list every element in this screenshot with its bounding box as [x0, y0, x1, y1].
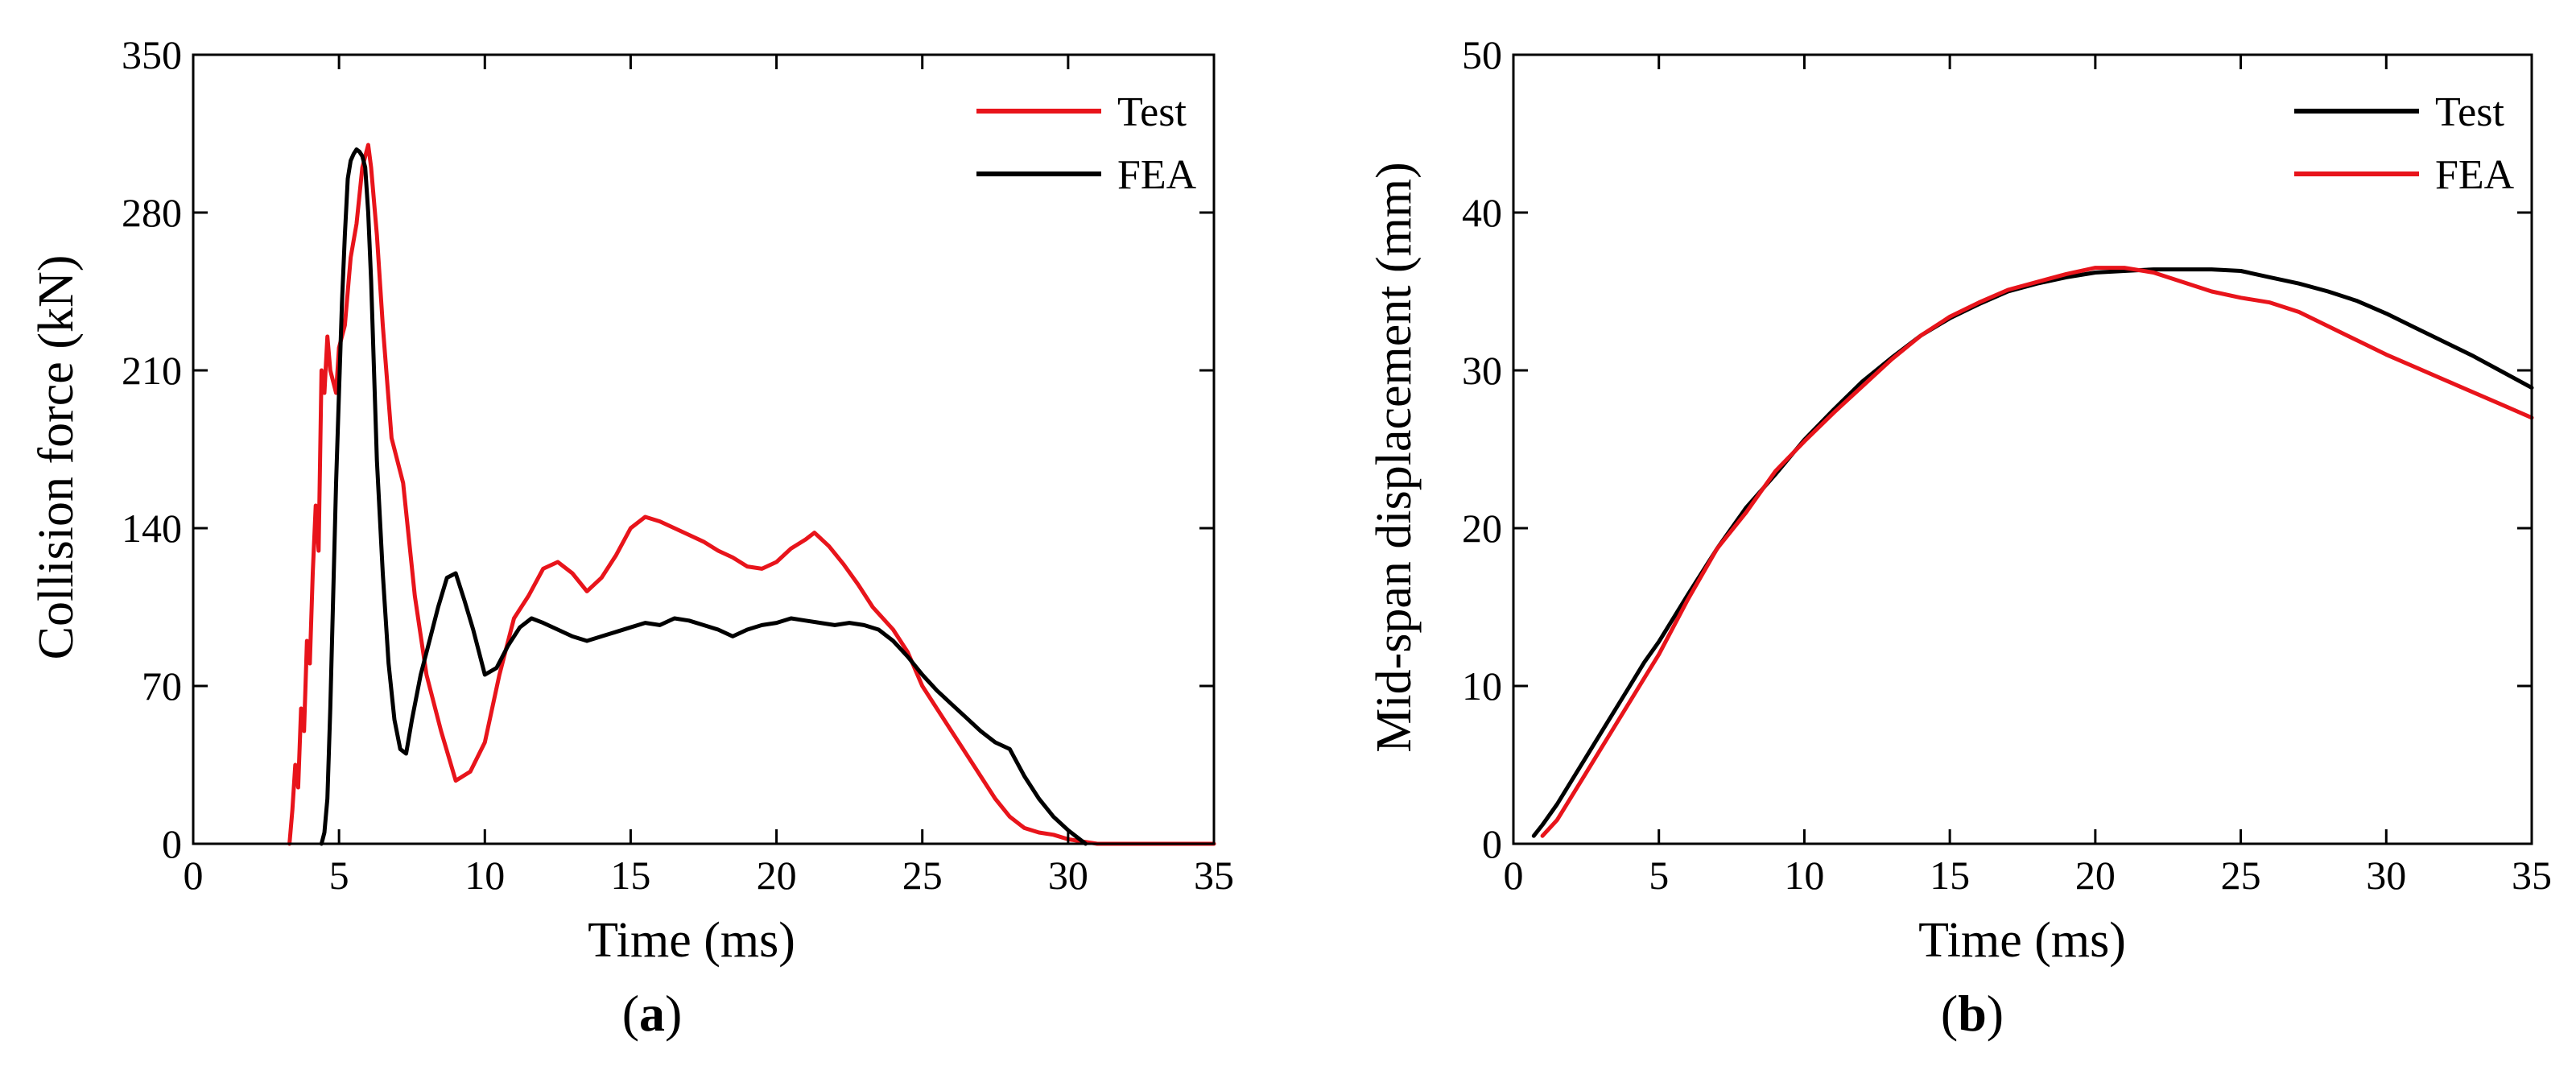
chart-b-xtick-label: 25 [2221, 853, 2261, 898]
chart-panel-b: Mid-span displacement (mm) Time (ms) (b)… [1367, 32, 2552, 1042]
chart-b-ytick-label: 20 [1462, 506, 1502, 551]
chart-a-xtick-label: 0 [184, 853, 204, 898]
chart-panel-a: Collision force (kN) Time (ms) (a) 0 5 10 1… [29, 32, 1234, 1042]
chart-b-xtick-label: 15 [1930, 853, 1970, 898]
chart-b-xtick-label: 30 [2366, 853, 2406, 898]
chart-a-plot-frame [192, 53, 1216, 845]
chart-a-xlabel: Time (ms) [588, 913, 795, 968]
chart-a-ytick-label: 280 [122, 190, 182, 235]
chart-b-xtick-label: 5 [1649, 853, 1669, 898]
chart-a-ytick-label: 140 [122, 506, 182, 551]
chart-b-plot-frame [1512, 53, 2533, 845]
chart-b-panel-letter: b [1958, 985, 1987, 1042]
chart-a-xtick-label: 30 [1048, 853, 1088, 898]
chart-b-ytick-label: 40 [1462, 190, 1502, 235]
chart-b-xtick-label: 10 [1784, 853, 1824, 898]
chart-b-legend-label-fea: FEA [2435, 152, 2515, 198]
chart-a-xtick-label: 35 [1194, 853, 1234, 898]
chart-b-ylabel: Mid-span displacement (mm) [1367, 162, 1422, 753]
chart-a-ytick-label: 210 [122, 348, 182, 393]
chart-a-xtick-label: 20 [757, 853, 797, 898]
chart-a-ytick-label: 0 [162, 821, 182, 866]
chart-b-ytick-label: 0 [1482, 821, 1502, 866]
chart-b-ytick-label: 10 [1462, 663, 1502, 709]
chart-a-xtick-label: 15 [610, 853, 650, 898]
chart-a-panel-label: (a) [622, 985, 683, 1042]
chart-a-series-fea-line [319, 147, 1088, 846]
chart-b-panel-label: (b) [1941, 985, 2004, 1042]
chart-b-legend-label-test: Test [2435, 89, 2504, 135]
chart-b-xtick-label: 35 [2512, 853, 2552, 898]
chart-a-ylabel: Collision force (kN) [29, 255, 84, 660]
chart-b-ytick-label: 50 [1462, 32, 1502, 77]
chart-a-xtick-label: 25 [902, 853, 943, 898]
chart-b-xtick-label: 0 [1504, 853, 1524, 898]
chart-b-series-fea-line [1540, 266, 2534, 838]
chart-b-xlabel: Time (ms) [1918, 913, 2126, 968]
chart-b-ytick-label: 30 [1462, 348, 1502, 393]
chart-a-ytick-label: 350 [122, 32, 182, 77]
chart-a-legend-label-fea: FEA [1117, 152, 1197, 198]
chart-a-ytick-label: 70 [142, 663, 182, 709]
chart-a-panel-letter: a [639, 985, 665, 1042]
chart-a-series-test-line [287, 143, 1216, 846]
chart-b-xtick-label: 20 [2075, 853, 2116, 898]
chart-a-xtick-label: 10 [464, 853, 505, 898]
chart-a-legend-label-test: Test [1117, 89, 1187, 135]
chart-a-xtick-label: 5 [329, 853, 349, 898]
